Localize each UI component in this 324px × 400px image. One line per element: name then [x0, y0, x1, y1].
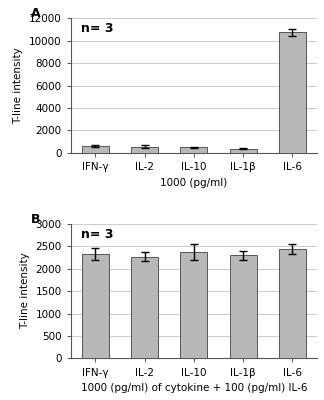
Bar — [82, 146, 109, 153]
X-axis label: 1000 (pg/ml) of cytokine + 100 (pg/ml) IL-6: 1000 (pg/ml) of cytokine + 100 (pg/ml) I… — [81, 383, 307, 393]
Text: n= 3: n= 3 — [81, 22, 113, 35]
Bar — [131, 257, 158, 358]
Y-axis label: T-line intensity: T-line intensity — [13, 47, 23, 124]
Bar — [82, 254, 109, 358]
Text: B: B — [31, 213, 41, 226]
Y-axis label: T-line intensity: T-line intensity — [20, 253, 30, 330]
Text: A: A — [31, 7, 41, 20]
Text: n= 3: n= 3 — [81, 228, 113, 241]
X-axis label: 1000 (pg/ml): 1000 (pg/ml) — [160, 178, 227, 188]
Bar — [279, 249, 306, 358]
Bar — [131, 147, 158, 153]
Bar — [230, 255, 257, 358]
Bar — [279, 32, 306, 153]
Bar — [180, 252, 207, 358]
Bar — [230, 148, 257, 153]
Bar — [180, 147, 207, 153]
